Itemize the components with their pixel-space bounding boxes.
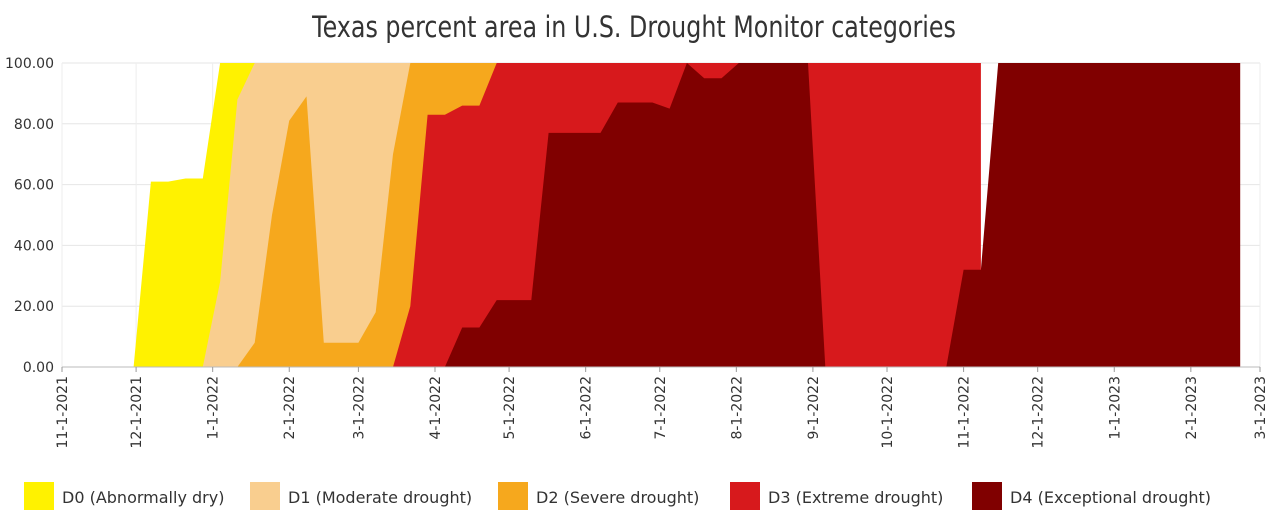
legend-label: D0 (Abnormally dry) [62, 488, 224, 507]
y-tick-label: 80.00 [14, 117, 54, 133]
area-series [133, 63, 1241, 367]
x-tick-label: 3-1-2023 [1253, 376, 1269, 440]
chart-title: Texas percent area in U.S. Drought Monit… [312, 10, 956, 44]
legend-label: D4 (Exceptional drought) [1010, 488, 1211, 507]
legend: D0 (Abnormally dry) D1 (Moderate drought)… [24, 482, 1211, 510]
y-axis-ticks: 0.00 20.00 40.00 60.00 80.00 100.00 [5, 56, 54, 376]
legend-label: D1 (Moderate drought) [288, 488, 472, 507]
x-tick-label: 1-1-2023 [1107, 376, 1123, 440]
legend-swatch [498, 482, 528, 510]
x-tick-label: 6-1-2022 [579, 376, 595, 440]
y-tick-label: 100.00 [5, 56, 54, 72]
y-tick-label: 40.00 [14, 238, 54, 254]
legend-label: D3 (Extreme drought) [768, 488, 943, 507]
x-tick-label: 8-1-2022 [729, 376, 745, 440]
legend-label: D2 (Severe drought) [536, 488, 699, 507]
x-tick-label: 3-1-2022 [351, 376, 367, 440]
x-tick-label: 12-1-2021 [129, 376, 145, 448]
x-tick-label: 2-1-2023 [1184, 376, 1200, 440]
x-tick-label: 9-1-2022 [806, 376, 822, 440]
area-d4 [444, 63, 1241, 367]
legend-swatch [972, 482, 1002, 510]
y-tick-label: 20.00 [14, 299, 54, 315]
x-tick-label: 5-1-2022 [502, 376, 518, 440]
x-tick-label: 11-1-2022 [957, 376, 973, 448]
x-tick-label: 4-1-2022 [428, 376, 444, 440]
x-tick-label: 10-1-2022 [880, 376, 896, 448]
legend-swatch [250, 482, 280, 510]
y-tick-label: 0.00 [23, 360, 54, 376]
x-tick-label: 11-1-2021 [55, 376, 71, 448]
legend-swatch [24, 482, 54, 510]
x-axis-ticks: 11-1-2021 12-1-2021 1-1-2022 2-1-2022 3-1-20… [55, 367, 1269, 448]
legend-swatch [730, 482, 760, 510]
y-tick-label: 60.00 [14, 178, 54, 194]
x-tick-label: 2-1-2022 [282, 376, 298, 440]
x-tick-label: 1-1-2022 [206, 376, 222, 440]
x-tick-label: 7-1-2022 [653, 376, 669, 440]
x-tick-label: 12-1-2022 [1031, 376, 1047, 448]
